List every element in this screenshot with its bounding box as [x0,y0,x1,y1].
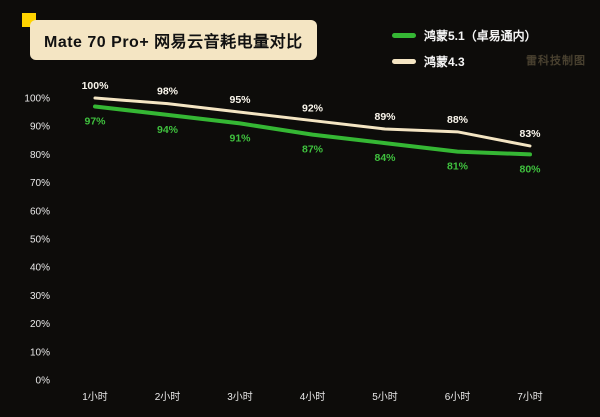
data-label: 92% [302,103,324,115]
y-axis-tick: 30% [30,291,50,302]
y-axis-tick: 0% [36,376,51,387]
legend-item-hongmeng-4-3: 鸿蒙4.3 [392,53,537,70]
x-axis-tick: 1小时 [82,391,108,403]
y-axis-tick: 40% [30,263,50,274]
x-axis-tick: 6小时 [445,391,471,403]
data-label: 91% [229,132,251,144]
data-label: 94% [157,124,179,136]
legend-swatch-cream [392,59,416,64]
data-label: 97% [84,115,106,127]
line-chart: 100% 90% 80% 70% 60% 50% 40% 30% 20% 10% 0% 1小时 2小时 3… [0,78,600,417]
x-axis-tick: 5小时 [372,391,398,403]
y-axis-tick: 50% [30,235,50,246]
data-label: 84% [374,152,396,164]
data-label: 83% [519,128,541,140]
page-title: Mate 70 Pro+ 网易云音耗电量对比 [30,20,317,60]
x-axis-tick: 3小时 [227,391,253,403]
data-label: 80% [519,163,541,175]
x-axis-tick: 7小时 [517,391,543,403]
data-label: 100% [82,80,110,92]
x-axis-tick: 2小时 [155,391,181,403]
data-label: 88% [447,114,469,126]
watermark: 雷科技制图 [526,55,586,67]
legend-label: 鸿蒙4.3 [424,55,465,69]
y-axis-tick: 10% [30,347,50,358]
y-axis-tick: 80% [30,150,50,161]
data-label: 95% [229,94,251,106]
chart-legend: 鸿蒙5.1（卓易通内） 鸿蒙4.3 [392,27,537,70]
y-axis-tick: 90% [30,122,50,133]
data-label: 87% [302,144,324,156]
y-axis-tick: 20% [30,319,50,330]
legend-item-hongmeng-5-1: 鸿蒙5.1（卓易通内） [392,27,537,44]
y-axis-tick: 100% [24,94,50,105]
legend-label: 鸿蒙5.1（卓易通内） [424,29,537,43]
y-axis-tick: 60% [30,206,50,217]
data-label: 98% [157,86,179,98]
chart-svg: 100% 90% 80% 70% 60% 50% 40% 30% 20% 10% 0% 1小时 2小时 3… [24,80,543,403]
y-axis-tick: 70% [30,178,50,189]
data-label: 89% [374,111,396,123]
series-line [93,104,532,157]
legend-swatch-green [392,33,416,38]
x-axis-tick: 4小时 [300,391,326,403]
series-line [93,96,532,148]
data-label: 81% [447,161,469,173]
